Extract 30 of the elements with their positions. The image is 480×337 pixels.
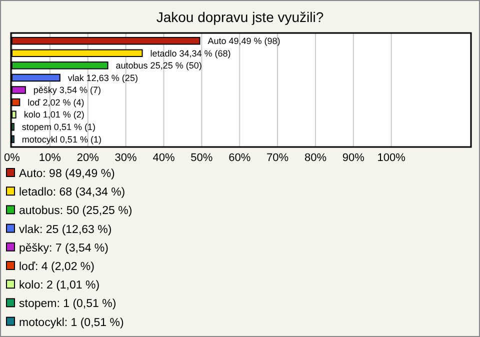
chart-title: Jakou dopravu jste využili?: [156, 9, 324, 25]
text: letadlo: 68 (34,34 %): [19, 186, 126, 199]
text: kolo: 2 (1,01 %): [19, 280, 100, 292]
category-label: autobus 25,25 % (50): [116, 60, 202, 71]
x-tick-label: 30%: [114, 152, 138, 164]
category-label: motocykl 0,51 % (1): [22, 134, 102, 144]
text: stopem: 1 (0,51 %): [19, 298, 116, 310]
text: motocykl: 1 (0,51 %): [19, 316, 124, 329]
text: pěšky: 7 (3,54 %): [19, 242, 109, 254]
x-tick-label: 100%: [377, 152, 406, 164]
x-tick-label: 0%: [4, 152, 20, 164]
category-label: pěšky 3,54 % (7): [33, 85, 101, 96]
category-label: kolo 1,01 % (2): [24, 110, 84, 120]
category-label: letadlo 34,34 % (68): [150, 48, 231, 58]
text: autobus: 50 (25,25 %): [19, 205, 132, 218]
category-label: vlak 12,63 % (25): [68, 72, 138, 83]
x-tick-label: 60%: [228, 152, 251, 164]
x-tick-label: 20%: [76, 152, 100, 164]
x-tick-label: 90%: [342, 152, 365, 164]
category-label: Auto 49,49 % (98): [208, 36, 280, 46]
x-tick-label: 10%: [38, 152, 62, 164]
text: vlak: 25 (12,63 %): [19, 224, 112, 236]
x-tick-label: 40%: [152, 152, 175, 164]
text: loď: 4 (2,02 %): [19, 261, 95, 273]
category-label: stopem 0,51 % (1): [22, 122, 96, 132]
x-tick-label: 80%: [304, 152, 327, 164]
x-tick-label: 50%: [190, 152, 213, 164]
x-tick-label: 70%: [266, 152, 289, 164]
text: Auto: 98 (49,49 %): [19, 168, 116, 180]
category-label: loď 2,02 % (4): [28, 97, 84, 108]
